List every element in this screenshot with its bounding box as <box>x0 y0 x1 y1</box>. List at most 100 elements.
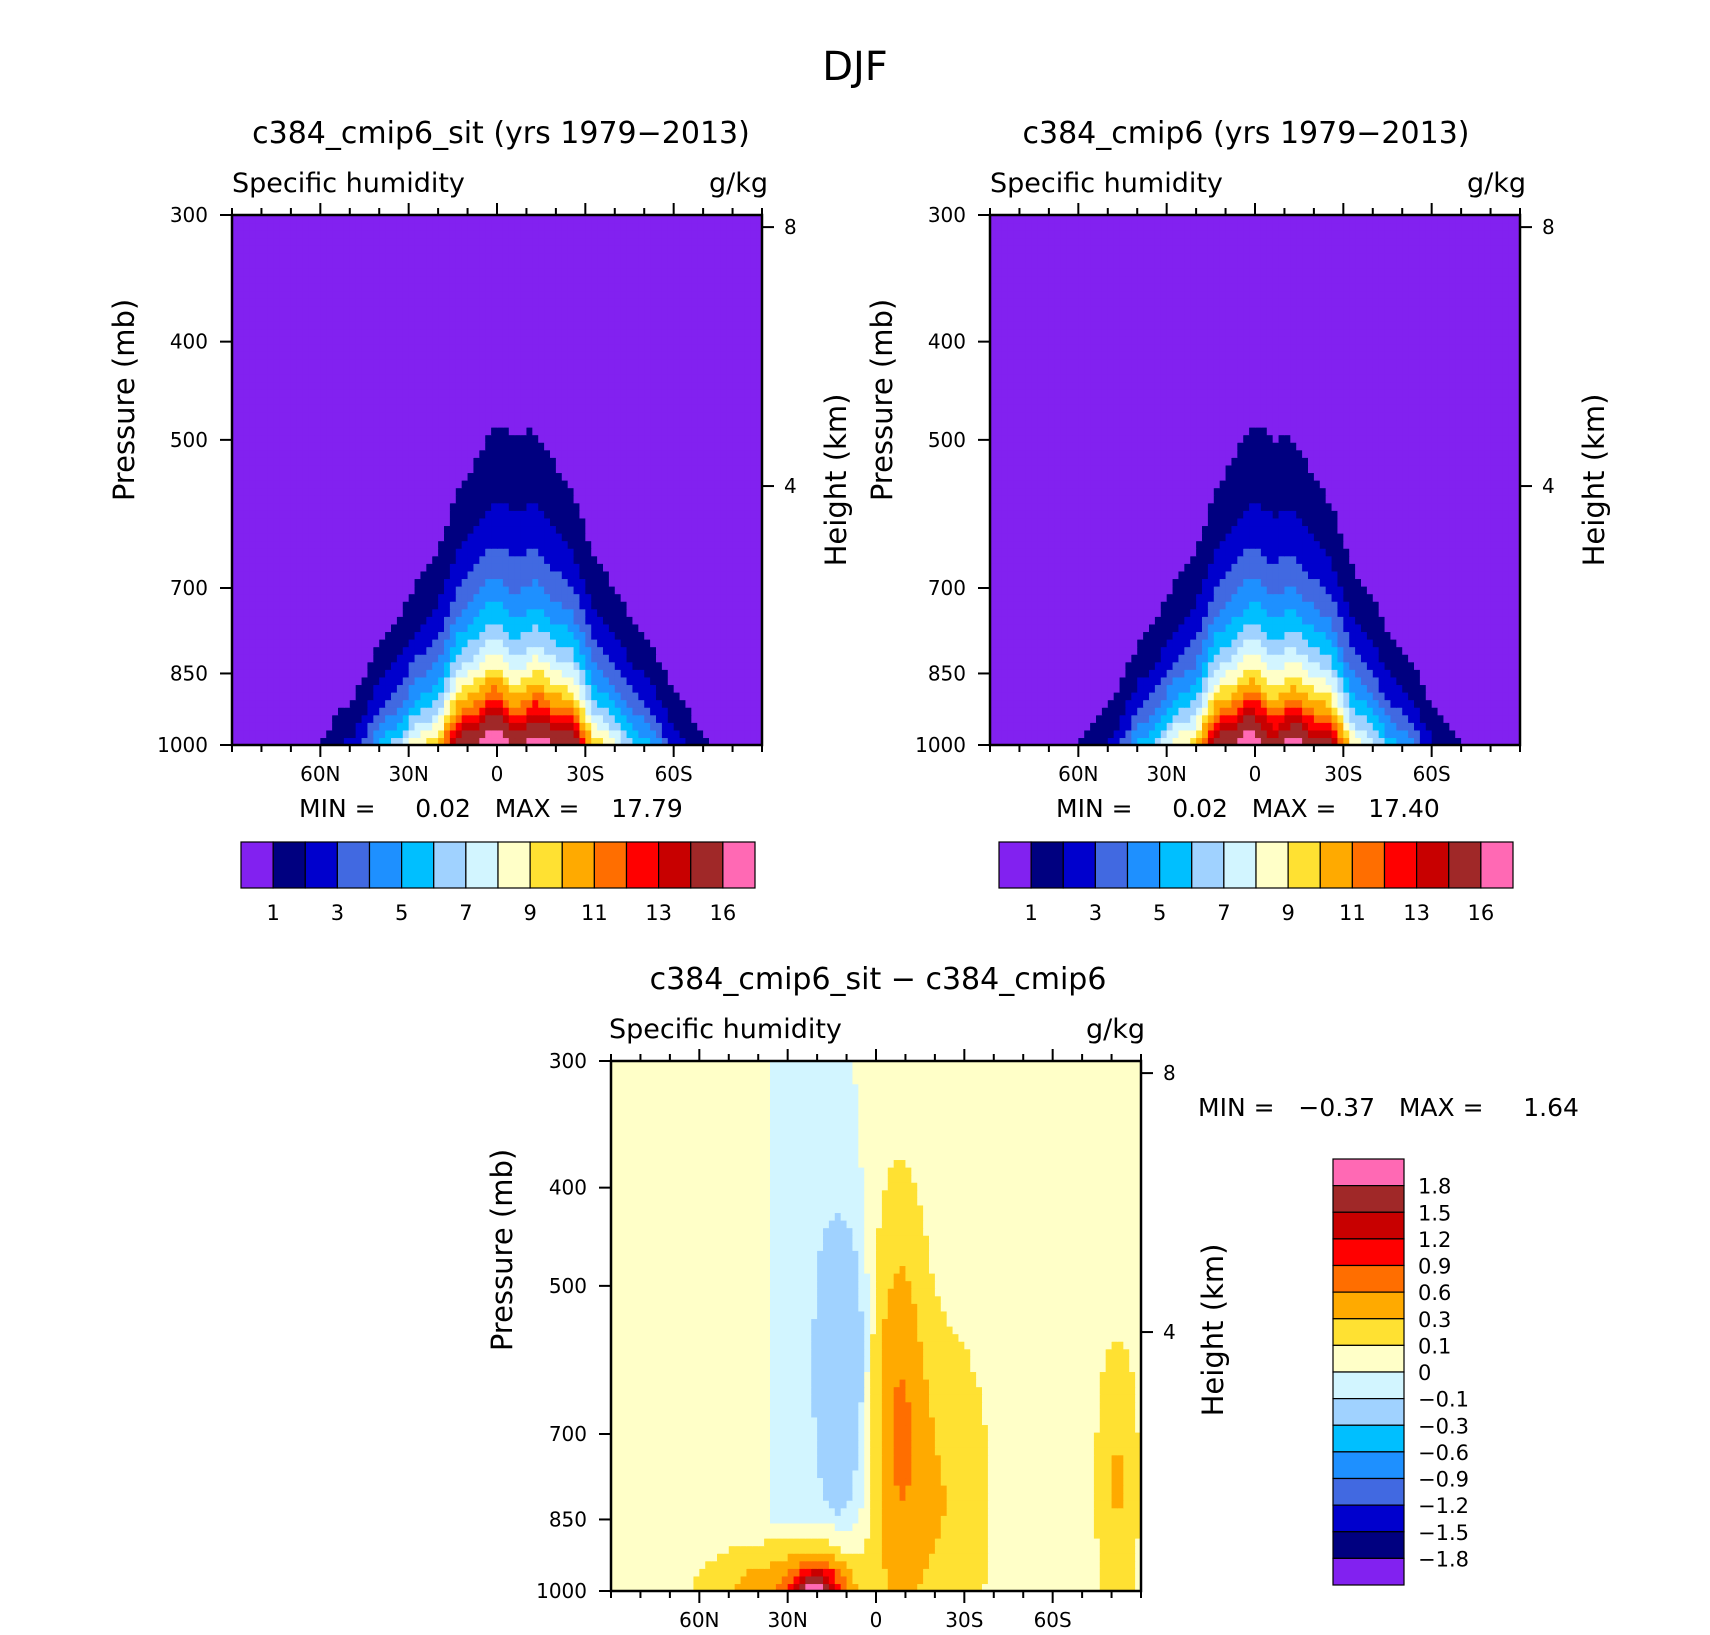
field-cell <box>285 730 291 738</box>
field-cell <box>644 533 650 541</box>
field-cell <box>638 662 644 670</box>
field-cell <box>615 594 621 602</box>
field-cell <box>432 684 438 692</box>
field-cell <box>362 525 368 533</box>
field-cell <box>432 344 438 352</box>
field-cell <box>285 662 291 670</box>
field-cell <box>532 594 538 602</box>
field-cell <box>420 654 426 662</box>
field-cell <box>733 601 739 609</box>
field-cell <box>621 488 627 496</box>
field-cell <box>526 601 532 609</box>
field-cell <box>550 435 556 443</box>
field-cell <box>473 419 479 427</box>
field-cell <box>579 707 585 715</box>
field-cell <box>609 435 615 443</box>
field-cell <box>279 609 285 617</box>
field-cell <box>256 677 262 685</box>
field-cell <box>738 677 744 685</box>
field-cell <box>350 541 356 549</box>
field-cell <box>279 662 285 670</box>
field-cell <box>391 351 397 359</box>
field-cell <box>503 510 509 518</box>
field-cell <box>344 442 350 450</box>
field-cell <box>532 518 538 526</box>
field-cell <box>462 556 468 564</box>
field-cell <box>562 541 568 549</box>
field-cell <box>338 684 344 692</box>
field-cell <box>273 601 279 609</box>
field-cell <box>650 594 656 602</box>
field-cell <box>644 450 650 458</box>
field-cell <box>615 707 621 715</box>
field-cell <box>526 730 532 738</box>
field-cell <box>638 359 644 367</box>
field-cell <box>503 488 509 496</box>
field-cell <box>585 677 591 685</box>
field-cell <box>462 533 468 541</box>
field-cell <box>320 374 326 382</box>
field-cell <box>668 624 674 632</box>
field-cell <box>656 700 662 708</box>
field-cell <box>668 669 674 677</box>
field-cell <box>279 503 285 511</box>
field-cell <box>267 662 273 670</box>
field-cell <box>709 518 715 526</box>
field-cell <box>420 427 426 435</box>
field-cell <box>621 450 627 458</box>
field-cell <box>526 556 532 564</box>
field-cell <box>709 404 715 412</box>
field-cell <box>244 488 250 496</box>
field-cell <box>479 616 485 624</box>
field-cell <box>579 336 585 344</box>
field-cell <box>267 533 273 541</box>
field-cell <box>409 336 415 344</box>
field-cell <box>450 533 456 541</box>
field-cell <box>338 389 344 397</box>
field-cell <box>297 609 303 617</box>
field-cell <box>438 472 444 480</box>
field-cell <box>415 707 421 715</box>
field-cell <box>356 382 362 390</box>
field-cell <box>297 578 303 586</box>
field-cell <box>320 662 326 670</box>
field-cell <box>632 427 638 435</box>
field-cell <box>668 510 674 518</box>
field-cell <box>468 351 474 359</box>
field-cell <box>521 366 527 374</box>
field-cell <box>644 480 650 488</box>
field-cell <box>574 488 580 496</box>
field-cell <box>244 548 250 556</box>
field-cell <box>256 609 262 617</box>
field-cell <box>668 662 674 670</box>
field-cell <box>597 578 603 586</box>
field-cell <box>691 366 697 374</box>
field-cell <box>550 450 556 458</box>
field-cell <box>697 571 703 579</box>
field-cell <box>367 518 373 526</box>
field-cell <box>403 715 409 723</box>
field-cell <box>709 412 715 420</box>
field-cell <box>603 730 609 738</box>
field-cell <box>579 654 585 662</box>
field-cell <box>603 662 609 670</box>
field-cell <box>350 435 356 443</box>
field-cell <box>738 556 744 564</box>
field-cell <box>715 594 721 602</box>
field-cell <box>314 616 320 624</box>
field-cell <box>456 525 462 533</box>
field-cell <box>409 624 415 632</box>
field-cell <box>456 654 462 662</box>
field-cell <box>367 616 373 624</box>
field-cell <box>627 730 633 738</box>
field-cell <box>691 525 697 533</box>
field-cell <box>344 457 350 465</box>
field-cell <box>279 450 285 458</box>
field-cell <box>326 609 332 617</box>
field-cell <box>579 488 585 496</box>
field-cell <box>744 677 750 685</box>
field-cell <box>556 488 562 496</box>
field-cell <box>320 639 326 647</box>
field-cell <box>709 510 715 518</box>
field-cell <box>638 450 644 458</box>
